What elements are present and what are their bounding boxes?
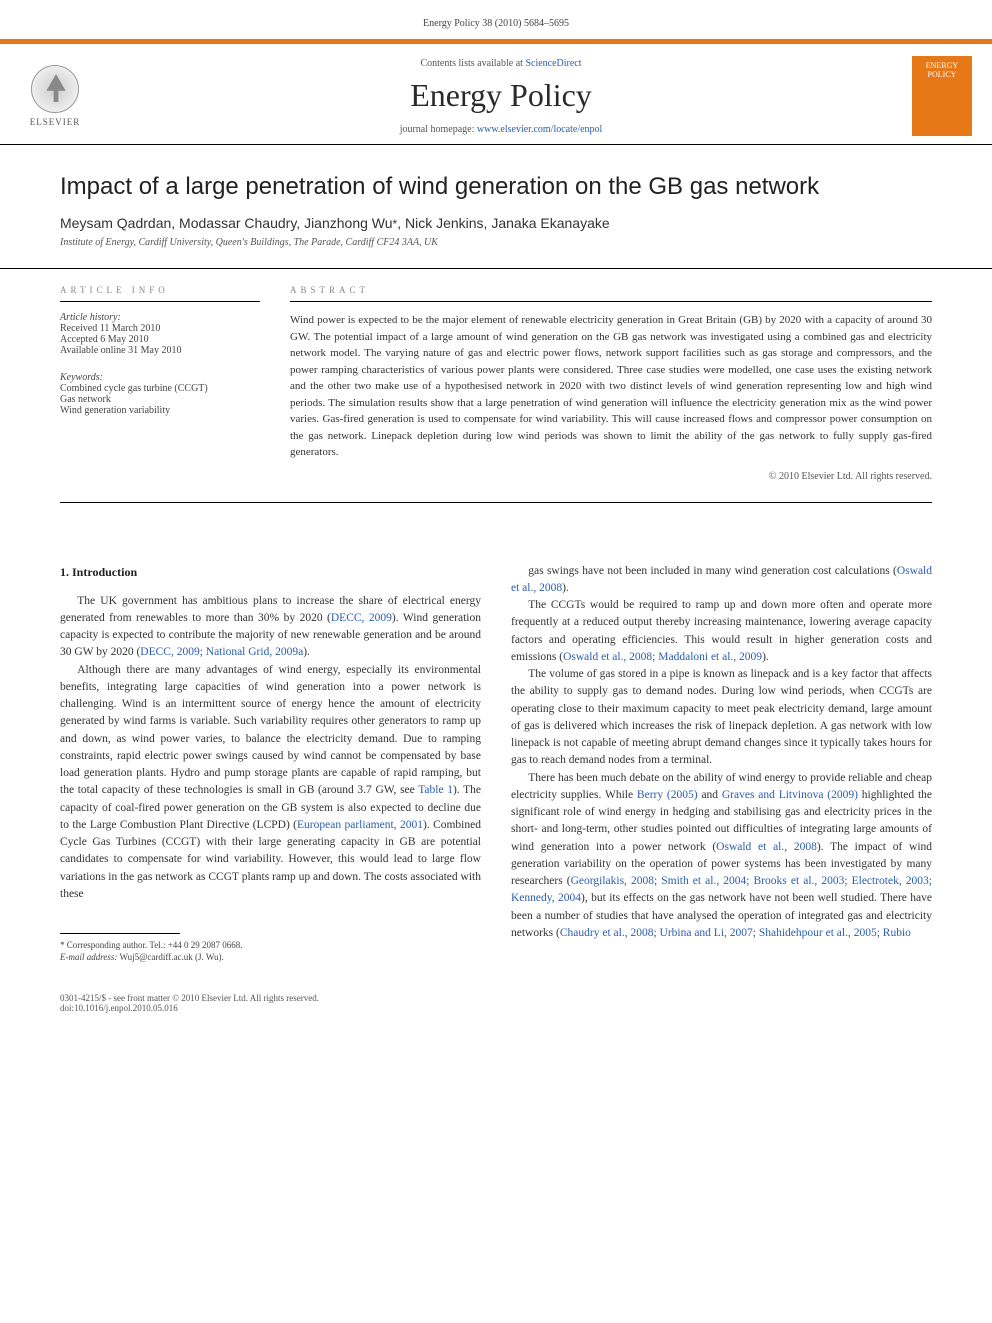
page-footer: 0301-4215/$ - see front matter © 2010 El… <box>0 983 992 1043</box>
journal-name: Energy Policy <box>90 77 912 114</box>
keywords-label: Keywords: <box>60 372 260 383</box>
right-para-4: There has been much debate on the abilit… <box>511 770 932 943</box>
ref-berry-2005[interactable]: Berry (2005) <box>637 789 698 801</box>
footnote-separator <box>60 933 180 934</box>
keyword-3: Wind generation variability <box>60 405 260 416</box>
ref-table-1[interactable]: Table 1 <box>418 784 453 796</box>
received-date: Received 11 March 2010 <box>60 323 260 334</box>
ref-decc-2009[interactable]: DECC, 2009 <box>331 612 392 624</box>
article-title: Impact of a large penetration of wind ge… <box>0 145 992 215</box>
journal-banner: ELSEVIER Contents lists available at Sci… <box>0 39 992 145</box>
cover-text: ENERGY POLICY <box>916 62 968 80</box>
ref-euro-parl-2001[interactable]: European parliament, 2001 <box>297 819 423 831</box>
contents-available-line: Contents lists available at ScienceDirec… <box>90 58 912 69</box>
right-para-1: gas swings have not been included in man… <box>511 563 932 598</box>
ref-chaudry-etal[interactable]: Chaudry et al., 2008; Urbina and Li, 200… <box>560 927 911 939</box>
ref-decc-ng-2009[interactable]: DECC, 2009; National Grid, 2009a <box>140 646 303 658</box>
keyword-2: Gas network <box>60 394 260 405</box>
journal-cover-thumbnail: ENERGY POLICY <box>912 56 972 136</box>
ref-oswald-2008-b[interactable]: Oswald et al., 2008 <box>716 841 817 853</box>
ref-graves-2009[interactable]: Graves and Litvinova (2009) <box>722 789 858 801</box>
abstract-column: ABSTRACT Wind power is expected to be th… <box>290 269 932 482</box>
intro-para-2: Although there are many advantages of wi… <box>60 662 481 904</box>
article-info-heading: ARTICLE INFO <box>60 285 260 302</box>
right-column: gas swings have not been included in man… <box>511 563 932 964</box>
online-date: Available online 31 May 2010 <box>60 345 260 356</box>
ref-oswald-maddaloni[interactable]: Oswald et al., 2008; Maddaloni et al., 2… <box>563 651 762 663</box>
intro-para-1: The UK government has ambitious plans to… <box>60 593 481 662</box>
abstract-copyright: © 2010 Elsevier Ltd. All rights reserved… <box>290 471 932 482</box>
homepage-link[interactable]: www.elsevier.com/locate/enpol <box>477 124 602 135</box>
accepted-date: Accepted 6 May 2010 <box>60 334 260 345</box>
section-1-heading: 1. Introduction <box>60 563 481 581</box>
citation-text: Energy Policy 38 (2010) 5684–5695 <box>423 18 569 29</box>
keywords-block: Keywords: Combined cycle gas turbine (CC… <box>60 372 260 416</box>
abstract-heading: ABSTRACT <box>290 285 932 302</box>
right-para-3: The volume of gas stored in a pipe is kn… <box>511 666 932 770</box>
running-header: Energy Policy 38 (2010) 5684–5695 <box>0 0 992 39</box>
author-list: Meysam Qadrdan, Modassar Chaudry, Jianzh… <box>0 215 992 237</box>
article-info-column: ARTICLE INFO Article history: Received 1… <box>60 269 260 482</box>
article-history: Article history: Received 11 March 2010 … <box>60 312 260 356</box>
body-two-column: 1. Introduction The UK government has am… <box>0 503 992 984</box>
history-label: Article history: <box>60 312 260 323</box>
info-abstract-section: ARTICLE INFO Article history: Received 1… <box>0 268 992 482</box>
right-para-2: The CCGTs would be required to ramp up a… <box>511 597 932 666</box>
keyword-1: Combined cycle gas turbine (CCGT) <box>60 383 260 394</box>
doi-line: doi:10.1016/j.enpol.2010.05.016 <box>60 1003 932 1013</box>
elsevier-tree-icon <box>31 65 79 113</box>
banner-center: Contents lists available at ScienceDirec… <box>90 58 912 135</box>
elsevier-label: ELSEVIER <box>30 117 81 127</box>
affiliation: Institute of Energy, Cardiff University,… <box>0 237 992 268</box>
sciencedirect-link[interactable]: ScienceDirect <box>525 58 581 69</box>
issn-line: 0301-4215/$ - see front matter © 2010 El… <box>60 993 932 1003</box>
left-column: 1. Introduction The UK government has am… <box>60 563 481 964</box>
elsevier-logo: ELSEVIER <box>20 56 90 136</box>
homepage-line: journal homepage: www.elsevier.com/locat… <box>90 124 912 135</box>
abstract-text: Wind power is expected to be the major e… <box>290 312 932 461</box>
corresponding-author-footnote: * Corresponding author. Tel.: +44 0 29 2… <box>60 940 481 963</box>
